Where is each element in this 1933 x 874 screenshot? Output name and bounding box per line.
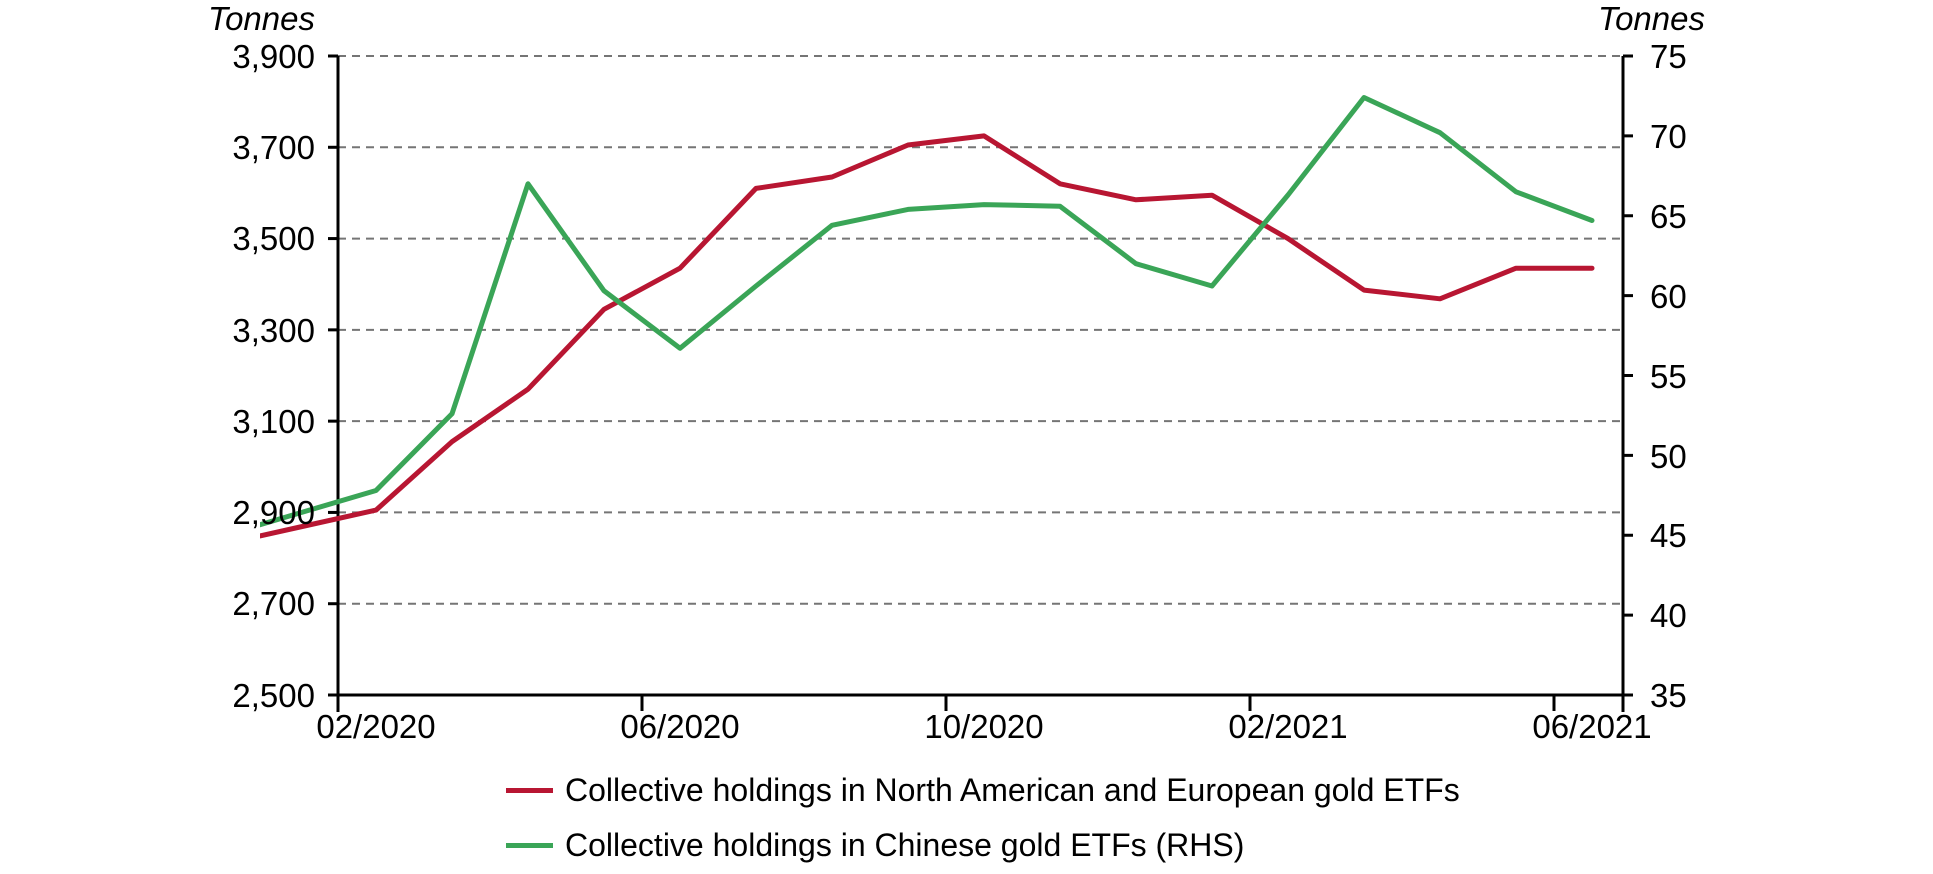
left-axis-tick-label: 3,500 (232, 220, 315, 257)
right-axis-tick-label: 45 (1650, 517, 1687, 554)
x-axis-tick-label: 10/2020 (924, 708, 1044, 745)
right-axis-tick-label: 75 (1650, 38, 1687, 75)
left-axis-title: Tonnes (207, 0, 315, 37)
left-axis-tick-label: 3,300 (232, 312, 315, 349)
red-line-swatch (506, 787, 553, 793)
right-axis-title: Tonnes (1597, 0, 1705, 37)
left-axis-tick-label: 3,700 (232, 129, 315, 166)
series-line-1 (260, 95, 1595, 528)
left-axis-tick-label: 3,900 (232, 38, 315, 75)
right-axis-tick-label: 50 (1650, 438, 1687, 475)
series-line-0 (260, 133, 1595, 539)
legend-item-chinese-etfs: Collective holdings in Chinese gold ETFs… (506, 827, 1244, 863)
x-axis-tick-label: 02/2021 (1228, 708, 1348, 745)
x-axis-tick-label: 02/2020 (316, 708, 436, 745)
left-axis-tick-label: 2,500 (232, 677, 315, 714)
legend-label: Collective holdings in North American an… (565, 771, 1460, 808)
green-line-swatch (506, 842, 553, 848)
right-axis-tick-label: 70 (1650, 118, 1687, 155)
right-axis-tick-label: 65 (1650, 198, 1687, 235)
right-axis-tick-label: 60 (1650, 278, 1687, 315)
legend-item-na-eu-etfs: Collective holdings in North American an… (506, 772, 1460, 808)
left-axis-tick-label: 2,700 (232, 585, 315, 622)
left-axis-tick-label: 2,900 (232, 494, 315, 531)
left-axis-tick-label: 3,100 (232, 403, 315, 440)
right-axis-tick-label: 35 (1650, 677, 1687, 714)
right-axis-tick-label: 55 (1650, 358, 1687, 395)
x-axis-tick-label: 06/2020 (620, 708, 740, 745)
legend-label: Collective holdings in Chinese gold ETFs… (565, 826, 1245, 863)
right-axis-tick-label: 40 (1650, 597, 1687, 634)
x-axis-tick-label: 06/2021 (1532, 708, 1652, 745)
